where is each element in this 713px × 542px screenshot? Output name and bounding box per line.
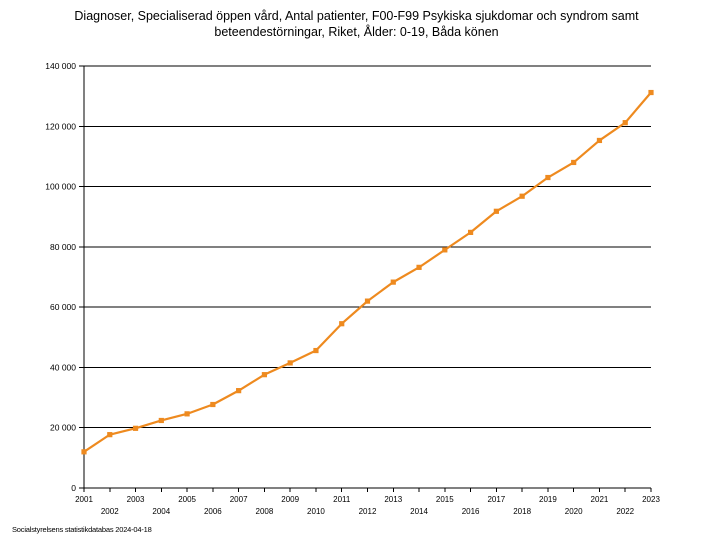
x-tick-label: 2014 bbox=[410, 507, 428, 516]
x-tick-label: 2018 bbox=[513, 507, 531, 516]
data-point bbox=[261, 372, 268, 378]
x-tick-label: 2001 bbox=[75, 495, 93, 504]
chart-title-line-1: Diagnoser, Specialiserad öppen vård, Ant… bbox=[74, 9, 639, 23]
x-tick-label: 2010 bbox=[307, 507, 325, 516]
data-point bbox=[210, 401, 216, 408]
x-tick-label: 2005 bbox=[178, 495, 196, 504]
data-point bbox=[287, 360, 293, 366]
data-point bbox=[390, 279, 396, 285]
x-tick-label: 2015 bbox=[436, 495, 454, 504]
data-point bbox=[313, 347, 319, 354]
data-point bbox=[596, 137, 603, 144]
data-point bbox=[339, 321, 345, 327]
y-tick-label: 80 000 bbox=[50, 242, 76, 252]
data-point bbox=[132, 425, 139, 431]
y-tick-label: 140 000 bbox=[45, 61, 76, 71]
data-point bbox=[107, 432, 113, 438]
data-point bbox=[519, 193, 525, 199]
source-note: Socialstyrelsens statistikdatabas 2024-0… bbox=[12, 525, 152, 534]
x-tick-label: 2009 bbox=[281, 495, 299, 504]
x-tick-label: 2016 bbox=[462, 507, 480, 516]
data-point bbox=[184, 411, 190, 417]
x-tick-label: 2020 bbox=[565, 507, 583, 516]
x-tick-label: 2019 bbox=[539, 495, 557, 504]
x-tick-label: 2004 bbox=[152, 507, 170, 516]
data-point bbox=[81, 449, 87, 455]
x-tick-label: 2017 bbox=[487, 495, 505, 504]
x-tick-label: 2011 bbox=[333, 495, 351, 504]
x-tick-label: 2023 bbox=[642, 495, 660, 504]
series-line bbox=[83, 91, 652, 453]
x-tick-label: 2003 bbox=[127, 495, 145, 504]
x-tick-label: 2006 bbox=[204, 507, 222, 516]
data-point bbox=[622, 120, 628, 126]
data-point bbox=[364, 298, 371, 304]
y-tick-label: 100 000 bbox=[45, 182, 76, 192]
data-point bbox=[236, 388, 242, 394]
data-point bbox=[467, 229, 474, 235]
x-tick-label: 2008 bbox=[256, 507, 274, 516]
y-tick-label: 20 000 bbox=[50, 423, 76, 433]
x-tick-label: 2013 bbox=[384, 495, 402, 504]
y-tick-label: 120 000 bbox=[45, 121, 76, 131]
y-tick-label: 60 000 bbox=[50, 302, 76, 312]
data-point bbox=[158, 417, 164, 424]
y-tick-label: 40 000 bbox=[50, 362, 76, 372]
x-tick-label: 2002 bbox=[101, 507, 119, 516]
x-tick-label: 2021 bbox=[591, 495, 609, 504]
x-tick-label: 2012 bbox=[359, 507, 377, 516]
data-point bbox=[545, 174, 551, 181]
data-point bbox=[571, 159, 577, 166]
chart-title-line-2: beteendestörningar, Riket, Ålder: 0-19, … bbox=[214, 25, 499, 39]
chart-title: Diagnoser, Specialiserad öppen vård, Ant… bbox=[0, 8, 713, 40]
x-tick-label: 2007 bbox=[230, 495, 248, 504]
data-point bbox=[648, 89, 654, 96]
data-point bbox=[416, 264, 422, 270]
y-tick-label: 0 bbox=[71, 483, 76, 493]
data-point bbox=[493, 208, 499, 214]
data-point bbox=[442, 247, 448, 253]
x-tick-label: 2022 bbox=[616, 507, 634, 516]
